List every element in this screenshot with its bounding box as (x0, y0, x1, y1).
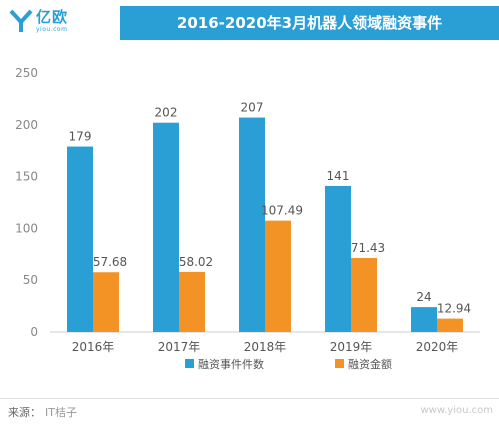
bar-funding-amount (351, 257, 377, 332)
data-label: 107.49 (261, 204, 303, 218)
source-note: 来源： IT桔子 (8, 404, 77, 420)
bar-event-count (153, 122, 179, 332)
logo-text: 亿欧 (36, 8, 69, 26)
bar-funding-amount (437, 318, 463, 332)
x-tick-label: 2019年 (330, 340, 373, 354)
source-value: IT桔子 (45, 406, 77, 419)
y-tick-label: 250 (15, 66, 38, 80)
data-label: 12.94 (437, 302, 471, 316)
logo: 亿欧 yiou.com (8, 6, 108, 38)
bar-event-count (411, 307, 437, 332)
data-label: 71.43 (351, 241, 385, 255)
data-label: 207 (241, 101, 264, 115)
x-tick-label: 2017年 (158, 340, 201, 354)
legend-label: 融资事件件数 (198, 358, 264, 371)
logo-subtext: yiou.com (36, 26, 68, 33)
footer-divider (0, 398, 499, 399)
bar-event-count (325, 185, 351, 332)
bar-funding-amount (265, 220, 291, 332)
legend-swatch (185, 359, 194, 368)
title-bar: 2016-2020年3月机器人领域融资事件 (120, 6, 499, 40)
bar-chart: 0 50 100 150 200 250 179 57.68 2016年 202 58.02 2017… (15, 66, 480, 371)
y-tick-label: 50 (23, 273, 38, 287)
x-tick-label: 2020年 (416, 340, 459, 354)
y-tick-label: 150 (15, 170, 38, 184)
data-label: 58.02 (179, 255, 213, 269)
chart-title: 2016-2020年3月机器人领域融资事件 (176, 14, 443, 32)
yiou-logo-icon (9, 9, 33, 32)
y-tick-label: 0 (30, 325, 38, 339)
x-tick-label: 2018年 (244, 340, 287, 354)
bar-event-count (239, 117, 265, 332)
legend-swatch (335, 359, 344, 368)
y-tick-label: 200 (15, 118, 38, 132)
data-label: 57.68 (93, 255, 127, 269)
data-label: 179 (69, 130, 92, 144)
bar-event-count (67, 146, 93, 332)
legend-label: 融资金额 (348, 357, 392, 371)
y-tick-label: 100 (15, 221, 38, 235)
bar-funding-amount (179, 271, 205, 332)
x-tick-label: 2016年 (72, 340, 115, 354)
source-label: 来源： (8, 406, 41, 419)
watermark-url: www.yiou.com (420, 405, 494, 416)
data-label: 141 (327, 169, 350, 183)
data-label: 202 (155, 106, 178, 120)
bar-funding-amount (93, 272, 119, 332)
header: 亿欧 yiou.com 2016-2020年3月机器人领域融资事件 (0, 0, 499, 45)
data-label: 24 (416, 290, 431, 304)
